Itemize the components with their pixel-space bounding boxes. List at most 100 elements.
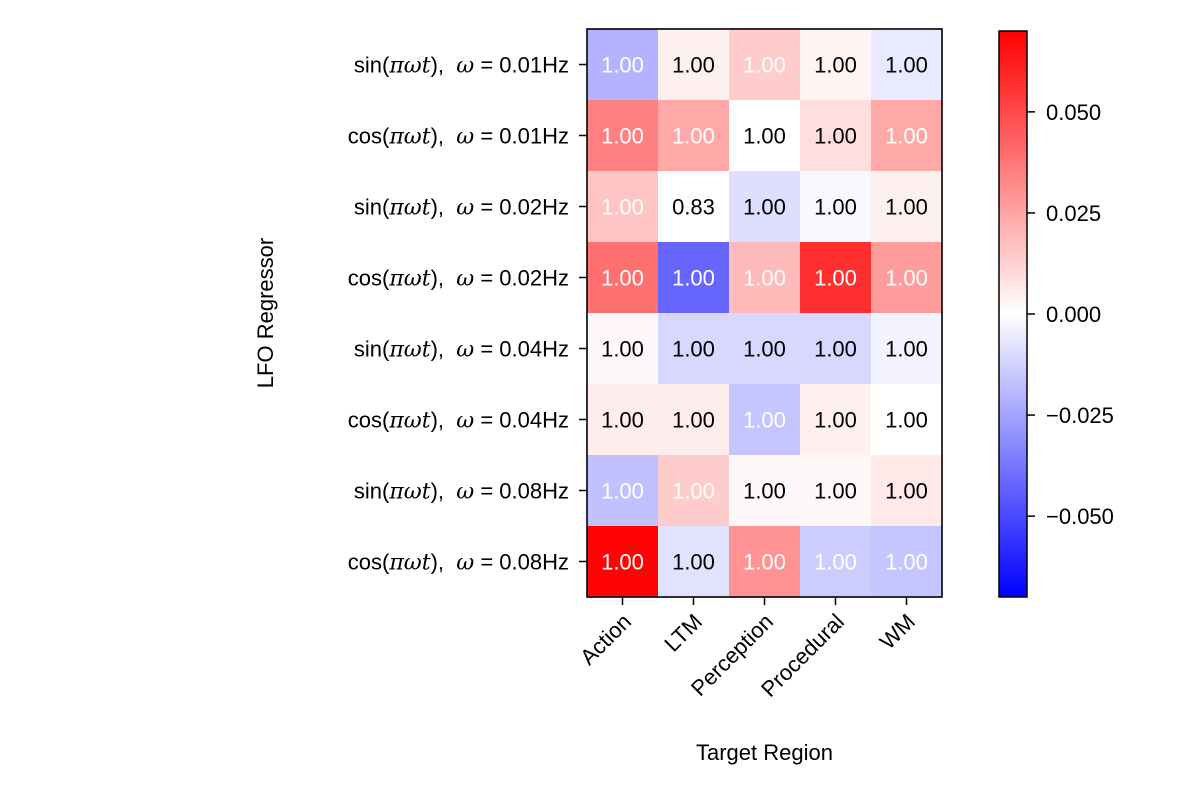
cell-value-label: 1.00 — [601, 124, 644, 149]
cell-value-label: 1.00 — [885, 266, 928, 291]
y-tick-label: sin(πωt), ω = 0.08Hz — [354, 479, 569, 505]
heatmap-cell — [871, 29, 943, 101]
y-tick-label: cos(πωt), ω = 0.08Hz — [348, 550, 569, 576]
cell-value-label: 1.00 — [672, 408, 715, 433]
heatmap-cell — [587, 455, 659, 527]
heatmap-cell — [800, 100, 872, 172]
cell-value-label: 1.00 — [814, 479, 857, 504]
heatmap-cells — [587, 29, 943, 598]
y-tick-label: sin(πωt), ω = 0.02Hz — [354, 195, 569, 221]
colorbar — [998, 30, 1028, 598]
cell-value-label: 1.00 — [601, 408, 644, 433]
heatmap-cell — [729, 171, 801, 243]
colorbar-tick-label: −0.025 — [1046, 403, 1114, 428]
cell-value-label: 1.00 — [672, 550, 715, 575]
x-axis-label: Target Region — [696, 740, 833, 765]
cell-value-label: 1.00 — [743, 479, 786, 504]
heatmap-cell — [871, 171, 943, 243]
heatmap-cell — [587, 29, 659, 101]
cell-value-label: 1.00 — [814, 550, 857, 575]
heatmap-cell — [658, 526, 730, 598]
cell-value-label: 1.00 — [885, 195, 928, 220]
cell-value-label: 1.00 — [601, 266, 644, 291]
heatmap-cell — [658, 384, 730, 456]
heatmap-cell — [587, 313, 659, 385]
y-tick-label: cos(πωt), ω = 0.04Hz — [348, 408, 569, 434]
colorbar-tick-label: −0.050 — [1046, 504, 1114, 529]
heatmap-cell — [587, 100, 659, 172]
heatmap-cell — [871, 384, 943, 456]
cell-value-label: 1.00 — [601, 53, 644, 78]
cell-value-label: 1.00 — [672, 266, 715, 291]
colorbar-tick-label: 0.025 — [1046, 201, 1101, 226]
cell-value-label: 1.00 — [672, 479, 715, 504]
y-tick-label: cos(πωt), ω = 0.01Hz — [348, 124, 569, 150]
colorbar-ticks: 0.050 0.025 0.000 −0.025 −0.050 — [1027, 100, 1114, 529]
cell-value-label: 1.00 — [814, 266, 857, 291]
cell-value-label: 1.00 — [672, 124, 715, 149]
y-axis-ticks: sin(πωt), ω = 0.01Hz cos(πωt), ω = 0.01Hz… — [348, 53, 587, 576]
cell-value-label: 1.00 — [601, 550, 644, 575]
cell-value-label: 1.00 — [601, 195, 644, 220]
cell-value-label: 1.00 — [885, 124, 928, 149]
cell-value-label: 1.00 — [743, 550, 786, 575]
cell-value-label: 1.00 — [743, 337, 786, 362]
heatmap-cell — [800, 313, 872, 385]
cell-value-label: 1.00 — [672, 337, 715, 362]
cell-value-label: 1.00 — [743, 195, 786, 220]
cell-value-label: 1.00 — [885, 550, 928, 575]
heatmap-cell — [658, 29, 730, 101]
cell-value-label: 1.00 — [885, 337, 928, 362]
heatmap-cell — [587, 171, 659, 243]
heatmap-cell — [871, 313, 943, 385]
heatmap-cell — [800, 384, 872, 456]
cell-value-label: 1.00 — [814, 337, 857, 362]
y-tick-label: sin(πωt), ω = 0.01Hz — [354, 53, 569, 79]
heatmap-cell — [871, 455, 943, 527]
x-tick-label: Action — [575, 609, 636, 670]
cell-value-label: 1.00 — [814, 53, 857, 78]
heatmap-cell — [729, 455, 801, 527]
heatmap-cell — [800, 242, 872, 314]
heatmap-cell — [800, 526, 872, 598]
cell-value-label: 1.00 — [601, 479, 644, 504]
cell-value-label: 1.00 — [885, 479, 928, 504]
heatmap-cell — [729, 242, 801, 314]
heatmap-cell — [871, 242, 943, 314]
heatmap-cell — [658, 313, 730, 385]
cell-value-label: 1.00 — [743, 53, 786, 78]
heatmap-cell — [729, 313, 801, 385]
x-tick-label: WM — [875, 609, 920, 654]
heatmap-cell — [658, 171, 730, 243]
heatmap-cell — [871, 100, 943, 172]
y-tick-label: sin(πωt), ω = 0.04Hz — [354, 337, 569, 363]
heatmap-cell — [729, 29, 801, 101]
heatmap-cell — [729, 526, 801, 598]
cell-value-label: 1.00 — [743, 266, 786, 291]
cell-value-label: 1.00 — [814, 124, 857, 149]
heatmap-cell — [587, 526, 659, 598]
heatmap-cell — [658, 455, 730, 527]
cell-value-label: 1.00 — [814, 195, 857, 220]
heatmap-cell — [800, 29, 872, 101]
heatmap-cell — [587, 242, 659, 314]
cell-value-label: 1.00 — [885, 408, 928, 433]
cell-value-label: 1.00 — [672, 53, 715, 78]
heatmap-cell — [729, 384, 801, 456]
heatmap-cell — [729, 100, 801, 172]
heatmap-cell — [658, 100, 730, 172]
heatmap-cell — [587, 384, 659, 456]
colorbar-tick-label: 0.050 — [1046, 100, 1101, 125]
x-tick-label: LTM — [659, 609, 707, 657]
heatmap-cell — [800, 455, 872, 527]
cell-value-label: 1.00 — [601, 337, 644, 362]
heatmap-cell — [800, 171, 872, 243]
cell-value-label: 1.00 — [885, 53, 928, 78]
y-tick-label: cos(πωt), ω = 0.02Hz — [348, 266, 569, 292]
heatmap-cell — [658, 242, 730, 314]
cell-value-label: 1.00 — [743, 124, 786, 149]
cell-value-label: 1.00 — [814, 408, 857, 433]
heatmap-cell — [871, 526, 943, 598]
